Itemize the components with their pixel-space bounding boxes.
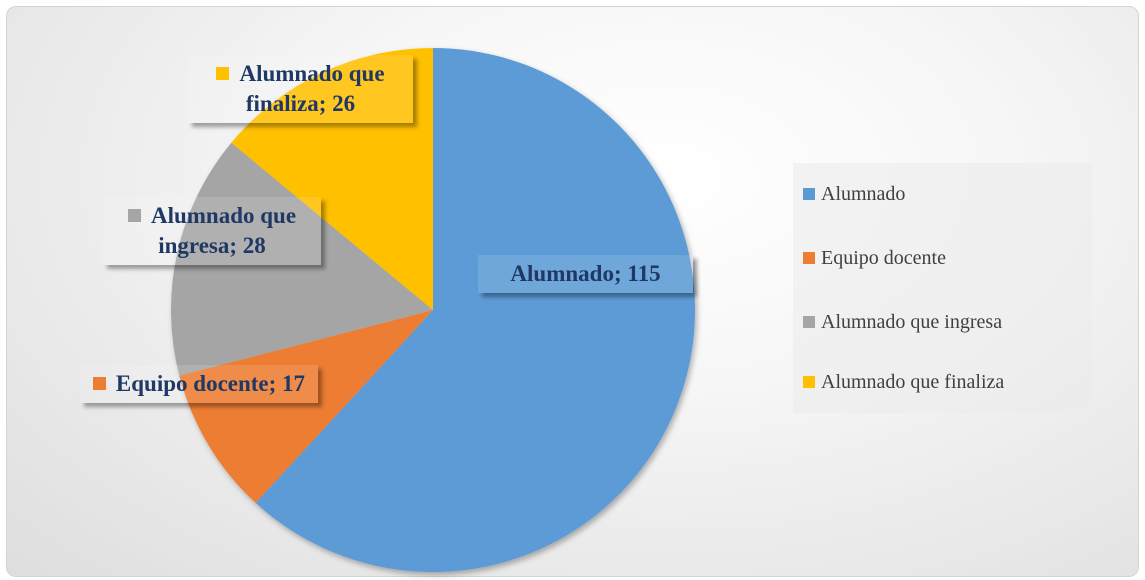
data-label: Alumnado que finaliza; 26 xyxy=(188,55,413,123)
data-label: Alumnado que ingresa; 28 xyxy=(103,197,321,265)
legend-item: Equipo docente xyxy=(803,247,946,270)
pie-slice xyxy=(179,310,433,503)
pie-slice xyxy=(255,48,695,572)
data-label-text: Equipo docente; 17 xyxy=(115,371,306,396)
pie-slice xyxy=(171,142,434,376)
legend-item: Alumnado que finaliza xyxy=(803,371,1004,394)
legend-item: Alumnado xyxy=(803,183,905,206)
legend-label: Alumnado que finaliza xyxy=(821,371,1005,393)
data-label-text: Alumnado que finaliza; 26 xyxy=(239,61,385,116)
legend-label: Equipo docente xyxy=(821,247,946,269)
legend-key xyxy=(803,188,815,200)
pie xyxy=(171,48,695,572)
data-label-key xyxy=(216,67,230,80)
data-label: Equipo docente; 17 xyxy=(80,365,318,403)
legend-label: Alumnado xyxy=(821,183,906,205)
legend-key xyxy=(803,376,815,388)
data-label-text: Alumnado que ingresa; 28 xyxy=(150,203,297,258)
legend-item: Alumnado que ingresa xyxy=(803,311,1002,334)
legend: Alumnado Equipo docente Alumnado que ingre… xyxy=(793,163,1092,413)
legend-key xyxy=(803,252,815,264)
data-label-key xyxy=(92,377,106,390)
legend-label: Alumnado que ingresa xyxy=(821,311,1003,333)
legend-key xyxy=(803,316,815,328)
data-label-text: Alumnado; 115 xyxy=(510,261,661,286)
data-label: Alumnado; 115 xyxy=(478,255,693,293)
pie-slice xyxy=(231,48,433,310)
data-label-key xyxy=(127,209,141,222)
